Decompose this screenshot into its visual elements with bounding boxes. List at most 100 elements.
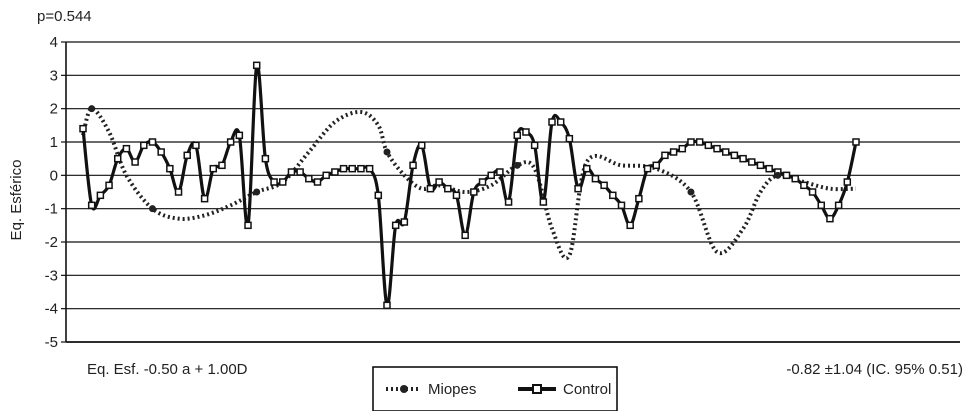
control-point <box>322 171 330 180</box>
control-point <box>661 151 669 160</box>
control-point <box>183 151 191 160</box>
y-tick-label: -2 <box>45 234 58 251</box>
p-value-label: p=0.544 <box>37 8 92 25</box>
control-point <box>713 144 721 153</box>
control-point <box>504 198 513 206</box>
control-point <box>756 161 765 170</box>
y-tick-label: -1 <box>45 201 58 218</box>
control-point <box>843 178 852 186</box>
control-point <box>791 174 799 183</box>
miopes-point <box>148 205 156 213</box>
control-point <box>209 164 218 173</box>
y-tick-label: 1 <box>50 134 58 151</box>
control-point <box>348 164 356 173</box>
control-point <box>435 178 443 186</box>
control-point <box>461 231 469 240</box>
control-point <box>200 194 209 203</box>
miopes-point <box>383 148 391 156</box>
miopes-point <box>774 171 782 179</box>
control-point <box>218 161 226 170</box>
left-range-annotation: Eq. Esf. -0.50 a + 1.00D <box>87 361 248 378</box>
control-point <box>166 164 174 173</box>
legend-control-marker <box>532 384 542 394</box>
control-point <box>87 201 96 210</box>
control-point <box>226 138 235 146</box>
control-point <box>244 221 252 230</box>
control-point <box>617 201 626 210</box>
y-axis-ticks: 4 3 2 1 0 -1 -2 -3 -4 -5 <box>45 34 66 351</box>
y-tick-label: -5 <box>45 334 58 351</box>
control-point <box>270 178 278 186</box>
control-point <box>687 138 695 146</box>
control-point <box>565 134 574 143</box>
control-point <box>730 151 739 160</box>
control-point <box>444 184 452 193</box>
control-point <box>478 178 487 186</box>
y-tick-label: 4 <box>50 34 58 51</box>
control-point <box>157 148 165 156</box>
miopes-point <box>253 188 261 196</box>
control-point <box>452 191 461 200</box>
control-point <box>600 181 608 190</box>
control-point <box>261 154 270 163</box>
control-point <box>174 188 183 196</box>
control-point <box>409 161 417 170</box>
control-point <box>140 141 148 150</box>
miopes-point <box>687 188 695 196</box>
control-point <box>96 191 105 200</box>
control-point <box>539 198 548 206</box>
control-point <box>678 144 687 153</box>
y-tick-label: -4 <box>45 301 58 318</box>
control-point <box>391 221 400 230</box>
control-point <box>131 158 139 166</box>
control-point <box>739 154 747 163</box>
control-point <box>252 61 261 70</box>
control-point <box>339 164 348 173</box>
plot-series <box>79 61 860 310</box>
miopes-point <box>88 105 96 113</box>
control-point <box>808 188 817 196</box>
series-miopes-line <box>81 106 857 260</box>
control-point <box>635 194 643 203</box>
control-point <box>834 201 843 210</box>
control-point <box>721 148 730 156</box>
control-point <box>522 128 530 136</box>
control-point <box>513 131 522 140</box>
control-point <box>365 164 374 173</box>
control-point <box>748 158 756 166</box>
y-tick-label: 3 <box>50 67 58 84</box>
series-control-line <box>81 62 858 307</box>
legend-miopes-label: Miopes <box>428 381 476 398</box>
control-point <box>548 118 556 126</box>
control-point <box>305 174 313 183</box>
control-point <box>817 201 826 210</box>
control-point <box>192 141 200 150</box>
control-point <box>574 184 582 193</box>
control-point <box>383 301 391 310</box>
control-point <box>765 164 773 173</box>
control-point <box>496 168 504 176</box>
control-point <box>374 191 383 200</box>
control-point <box>609 191 617 200</box>
control-point <box>417 141 426 150</box>
control-point <box>105 181 113 190</box>
control-point <box>313 178 322 186</box>
gridlines <box>66 41 960 343</box>
control-point <box>296 168 304 176</box>
control-point <box>426 184 435 193</box>
control-point <box>643 164 652 173</box>
control-point <box>583 164 591 173</box>
control-point <box>826 214 834 223</box>
control-point <box>400 218 409 226</box>
right-summary-annotation: -0.82 ±1.04 (IC. 95% 0.51) <box>786 361 963 378</box>
control-point <box>669 148 678 156</box>
control-point <box>652 161 660 170</box>
y-axis-label: Eq. Esférico <box>8 160 25 241</box>
y-tick-label: 2 <box>50 101 58 118</box>
control-point <box>470 188 478 196</box>
control-point <box>279 178 287 186</box>
control-point <box>113 154 122 163</box>
y-tick-label: 0 <box>50 167 58 184</box>
control-point <box>148 138 157 146</box>
